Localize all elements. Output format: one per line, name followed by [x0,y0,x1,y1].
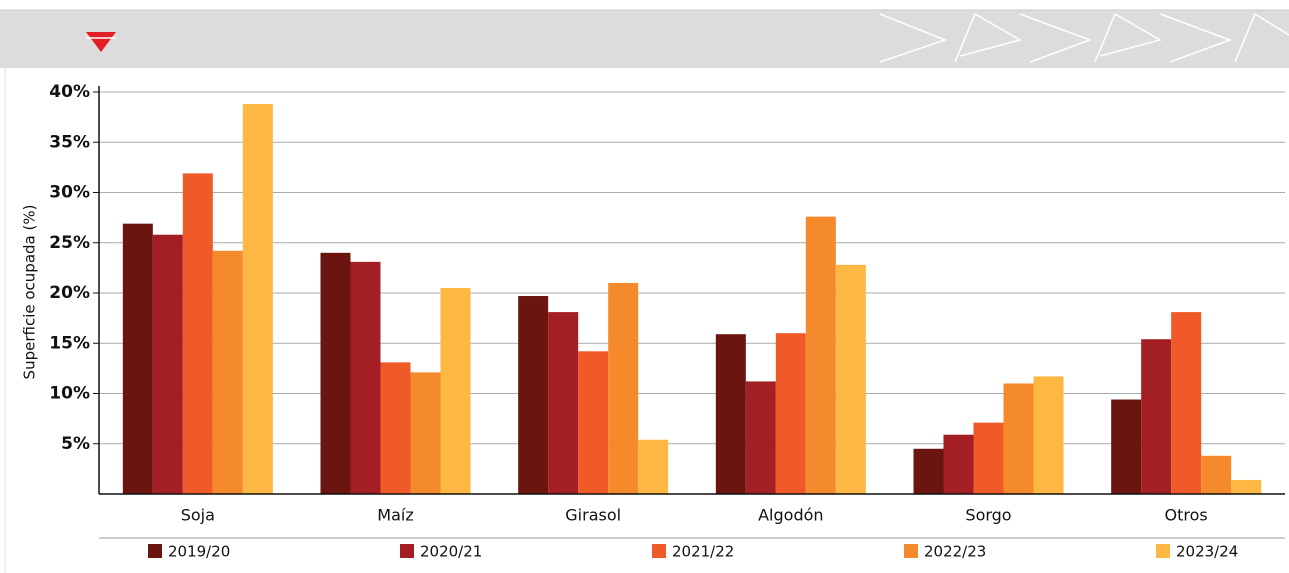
legend-label: 2020/21 [420,543,482,561]
bar [1171,312,1202,494]
legend-swatch [904,544,918,558]
bar [1231,479,1262,494]
bar [152,234,183,494]
legend-swatch [1156,544,1170,558]
bar [1033,376,1064,494]
x-tick-label: Girasol [565,506,621,525]
bar [608,282,639,494]
bar [1003,383,1034,494]
bar [410,372,441,494]
x-tick-label: Algodón [758,506,823,525]
bar [212,250,243,494]
y-tick-label: 5% [61,434,90,454]
legend-label: 2023/24 [1176,543,1238,561]
bar [805,216,836,494]
bar [242,104,273,494]
bar [973,422,1004,494]
header-marker [86,32,116,52]
x-tick-label: Maíz [377,506,413,525]
legend-label: 2022/23 [924,543,986,561]
y-axis-label: Superficie ocupada (%) [21,205,39,380]
bar [380,362,411,494]
legend-label: 2021/22 [672,543,734,561]
y-tick-label: 30% [49,183,90,203]
bar [1141,339,1172,494]
legend-label: 2019/20 [168,543,230,561]
y-tick-label: 15% [49,333,90,353]
bar [1201,455,1232,494]
bar [578,351,609,494]
legend-swatch [400,544,414,558]
bar [122,223,153,494]
legend-swatch [652,544,666,558]
y-tick-label: 25% [49,233,90,253]
x-tick-label: Otros [1165,506,1208,525]
bar [775,333,806,494]
bar [638,439,669,494]
x-tick-label: Soja [181,506,215,525]
bar [715,334,746,494]
bar [913,448,944,494]
bar [835,264,866,494]
bar [440,287,471,494]
bar [350,261,381,494]
y-tick-label: 20% [49,283,90,303]
x-tick-label: Sorgo [965,506,1011,525]
legend-swatch [148,544,162,558]
y-tick-label: 35% [49,132,90,152]
bar [320,252,351,494]
bar [745,381,776,494]
bar [548,312,579,494]
header-band [0,10,1289,68]
bar [943,434,974,494]
bar [182,173,213,494]
bar [1111,399,1142,494]
header-decoration [879,12,1289,63]
y-tick-label: 10% [49,384,90,404]
bar [518,296,549,494]
y-tick-label: 40% [49,82,90,102]
